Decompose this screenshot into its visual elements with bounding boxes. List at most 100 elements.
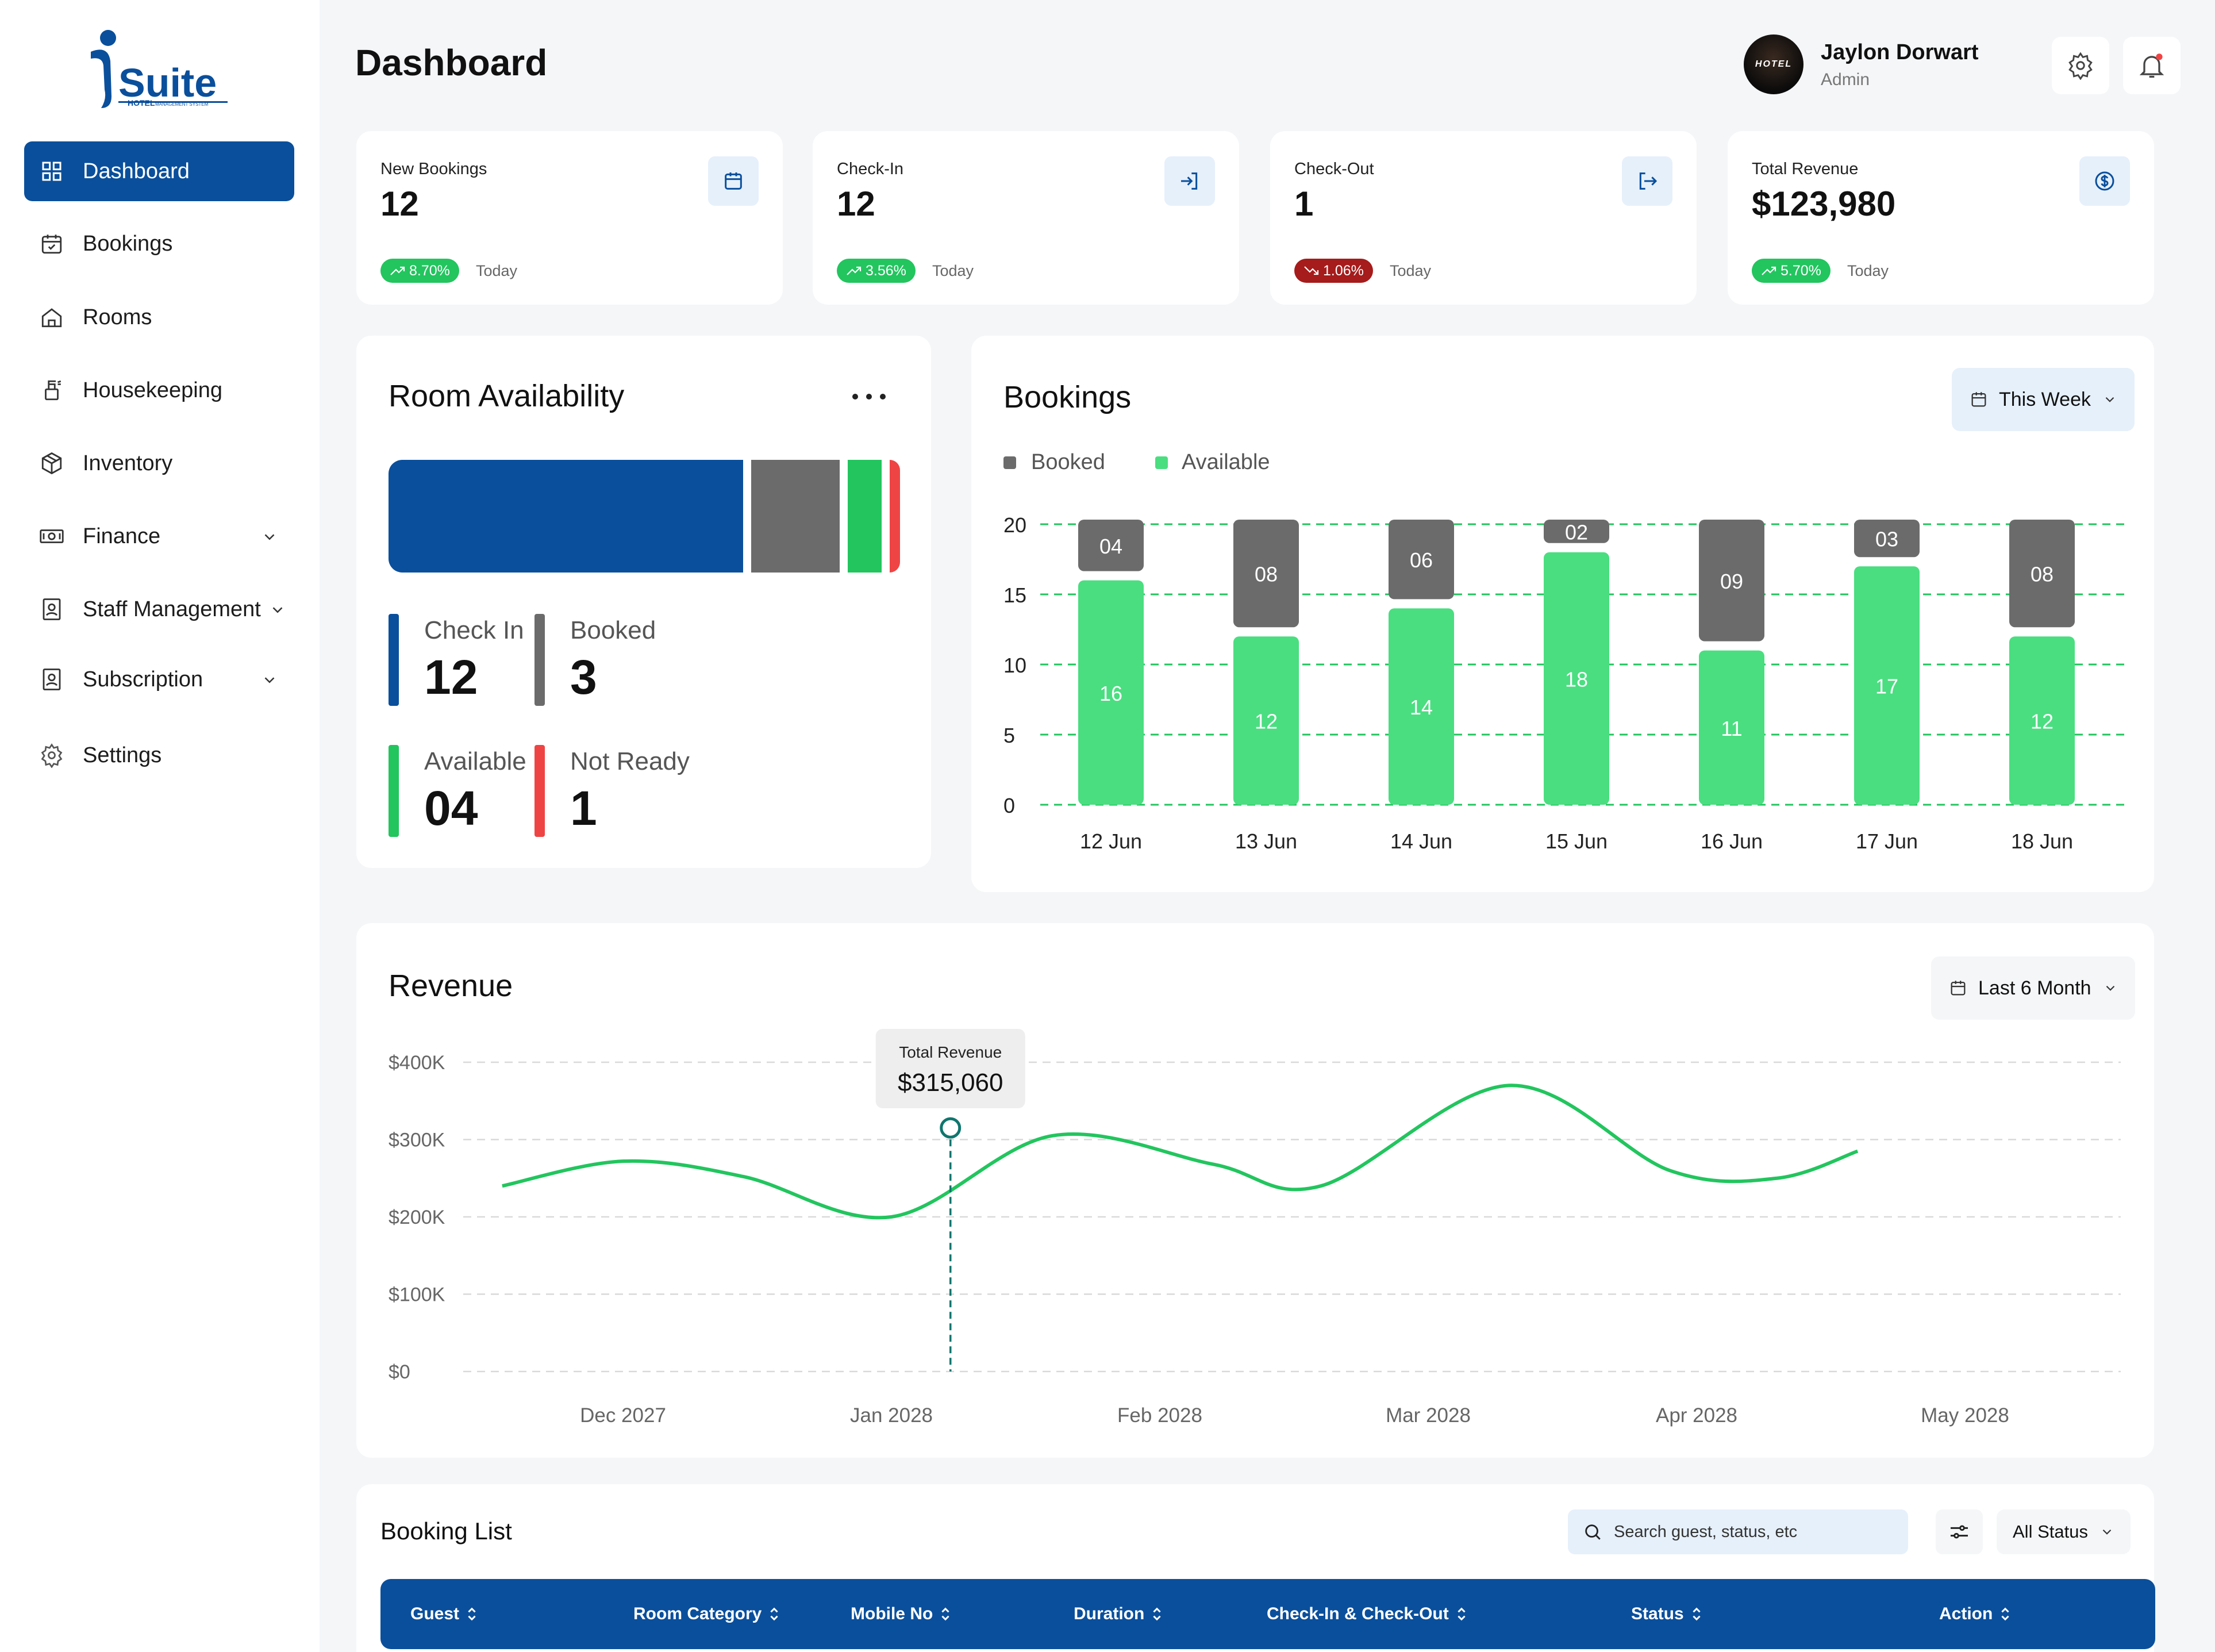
sort-icon [468, 1607, 476, 1621]
y-tick-label: $200K [389, 1207, 445, 1228]
sidebar-item-inventory[interactable]: Inventory [24, 433, 294, 493]
sidebar-item-housekeeping[interactable]: Housekeeping [24, 360, 294, 420]
sidebar-item-settings[interactable]: Settings [24, 725, 294, 785]
calendar-icon [1951, 981, 1966, 996]
box-icon [38, 450, 66, 477]
bar-label-available: 18 [1565, 667, 1588, 691]
column-header-label: Check-In & Check-Out [1267, 1604, 1449, 1623]
stat-label: New Bookings [380, 160, 487, 178]
chart-legend: Booked Available [1003, 450, 1270, 474]
column-header-guest[interactable]: Guest [410, 1604, 478, 1624]
bar-booked[interactable] [1699, 520, 1764, 641]
revenue-period-dropdown[interactable]: Last 6 Month [1931, 956, 2135, 1020]
logo-tagline: MANAGEMENT SYSTEM [155, 102, 209, 107]
legend-value: 3 [570, 650, 597, 704]
legend-color-bar [534, 745, 545, 837]
bar-available[interactable] [1699, 650, 1764, 805]
tooltip-box [875, 1029, 1025, 1108]
chevron-down-icon [2102, 1529, 2112, 1535]
login-icon[interactable] [1164, 156, 1215, 206]
stat-value: 12 [380, 185, 419, 223]
trend-up-icon [390, 266, 405, 275]
more-options-icon[interactable] [851, 391, 887, 402]
revenue-title: Revenue [389, 969, 513, 1003]
sidebar-item-bookings[interactable]: Bookings [24, 214, 294, 274]
column-header-check-in-check-out[interactable]: Check-In & Check-Out [1267, 1604, 1467, 1624]
calendar-icon [1971, 392, 1986, 407]
bar-available[interactable] [1233, 636, 1299, 805]
legend-label: Available [424, 747, 526, 775]
trend-badge: 3.56% [837, 259, 916, 283]
bookings-period-dropdown[interactable]: This Week [1952, 368, 2135, 431]
column-header-mobile-no[interactable]: Mobile No [851, 1604, 951, 1624]
sidebar-item-subscription[interactable]: Subscription [24, 650, 294, 709]
x-tick-label: May 2028 [1921, 1404, 2009, 1427]
sliders-icon [1951, 1525, 1968, 1539]
stat-card-check-in: Check-In 12 3.56% Today [813, 131, 1239, 305]
chevron-down-icon [2106, 985, 2114, 991]
bar-label-available: 14 [1410, 696, 1433, 719]
bar-booked[interactable] [2009, 520, 2075, 628]
bar-label-booked: 02 [1565, 520, 1588, 544]
notifications-button[interactable] [2123, 37, 2181, 94]
bar-booked[interactable] [1389, 520, 1454, 600]
sidebar-item-staff-management[interactable]: Staff Management [24, 579, 294, 639]
status-filter-dropdown[interactable]: All Status [1997, 1509, 2131, 1554]
x-tick-label: Jan 2028 [850, 1404, 933, 1427]
trend-badge: 1.06% [1294, 259, 1373, 283]
column-header-duration[interactable]: Duration [1074, 1604, 1163, 1624]
isuite-logo[interactable]: Suite HOTEL MANAGEMENT SYSTEM [86, 28, 230, 114]
settings-button[interactable] [2052, 37, 2109, 94]
availability-segment-available [847, 460, 882, 573]
bar-label-available: 11 [1721, 717, 1742, 740]
sidebar-item-dashboard[interactable]: Dashboard [24, 141, 294, 201]
avatar[interactable]: HOTEL [1744, 34, 1803, 94]
x-tick-label: 17 Jun [1856, 829, 1918, 853]
dropdown-label: This Week [1999, 388, 2091, 410]
user-name: Jaylon Dorwart [1821, 40, 1979, 64]
stat-label: Check-Out [1294, 160, 1374, 178]
sort-icon [1458, 1607, 1466, 1621]
dropdown-label: All Status [2013, 1522, 2088, 1542]
sidebar-item-label: Rooms [83, 305, 152, 329]
sidebar-item-rooms[interactable]: Rooms [24, 287, 294, 347]
bar-booked[interactable] [1078, 520, 1144, 571]
bar-available[interactable] [1389, 608, 1454, 805]
stat-value: 12 [837, 185, 875, 223]
filter-button[interactable] [1936, 1509, 1983, 1554]
bar-available[interactable] [1078, 580, 1144, 805]
sidebar-item-finance[interactable]: Finance [24, 506, 294, 566]
x-tick-label: Mar 2028 [1386, 1404, 1471, 1427]
column-header-label: Mobile No [851, 1604, 933, 1623]
calendar-icon[interactable] [708, 156, 759, 206]
bar-available[interactable] [1544, 552, 1609, 805]
column-header-room-category[interactable]: Room Category [633, 1604, 780, 1624]
legend-label-booked: Booked [1031, 450, 1105, 474]
x-tick-label: 14 Jun [1390, 829, 1452, 853]
bar-available[interactable] [2009, 636, 2075, 805]
column-header-status[interactable]: Status [1631, 1604, 1702, 1624]
period-label: Today [932, 262, 974, 279]
dollar-icon[interactable] [2079, 156, 2130, 206]
id-badge-icon [38, 596, 66, 623]
chevron-down-icon [272, 607, 283, 613]
highlight-point[interactable] [940, 1117, 962, 1139]
bar-label-available: 16 [1099, 682, 1122, 705]
bar-booked[interactable] [1233, 520, 1299, 628]
logout-icon[interactable] [1622, 156, 1672, 206]
y-tick-label: $100K [389, 1284, 445, 1306]
availability-segment-booked [751, 460, 840, 573]
bar-available[interactable] [1854, 566, 1920, 805]
spray-bottle-icon [38, 376, 66, 404]
trend-up-icon [847, 266, 862, 275]
y-tick-label: $0 [389, 1361, 410, 1383]
sort-icon [1153, 1607, 1161, 1621]
house-icon [38, 303, 66, 331]
search-input[interactable]: Search guest, status, etc [1568, 1509, 1908, 1554]
tooltip-label: Total Revenue [899, 1043, 1002, 1061]
column-header-action[interactable]: Action [1939, 1604, 2011, 1624]
y-tick-label: 20 [1003, 513, 1026, 537]
bar-booked[interactable] [1854, 520, 1920, 558]
bar-booked[interactable] [1544, 520, 1609, 543]
booking-list-card: Booking List Search guest, status, etc A… [356, 1484, 2155, 1652]
